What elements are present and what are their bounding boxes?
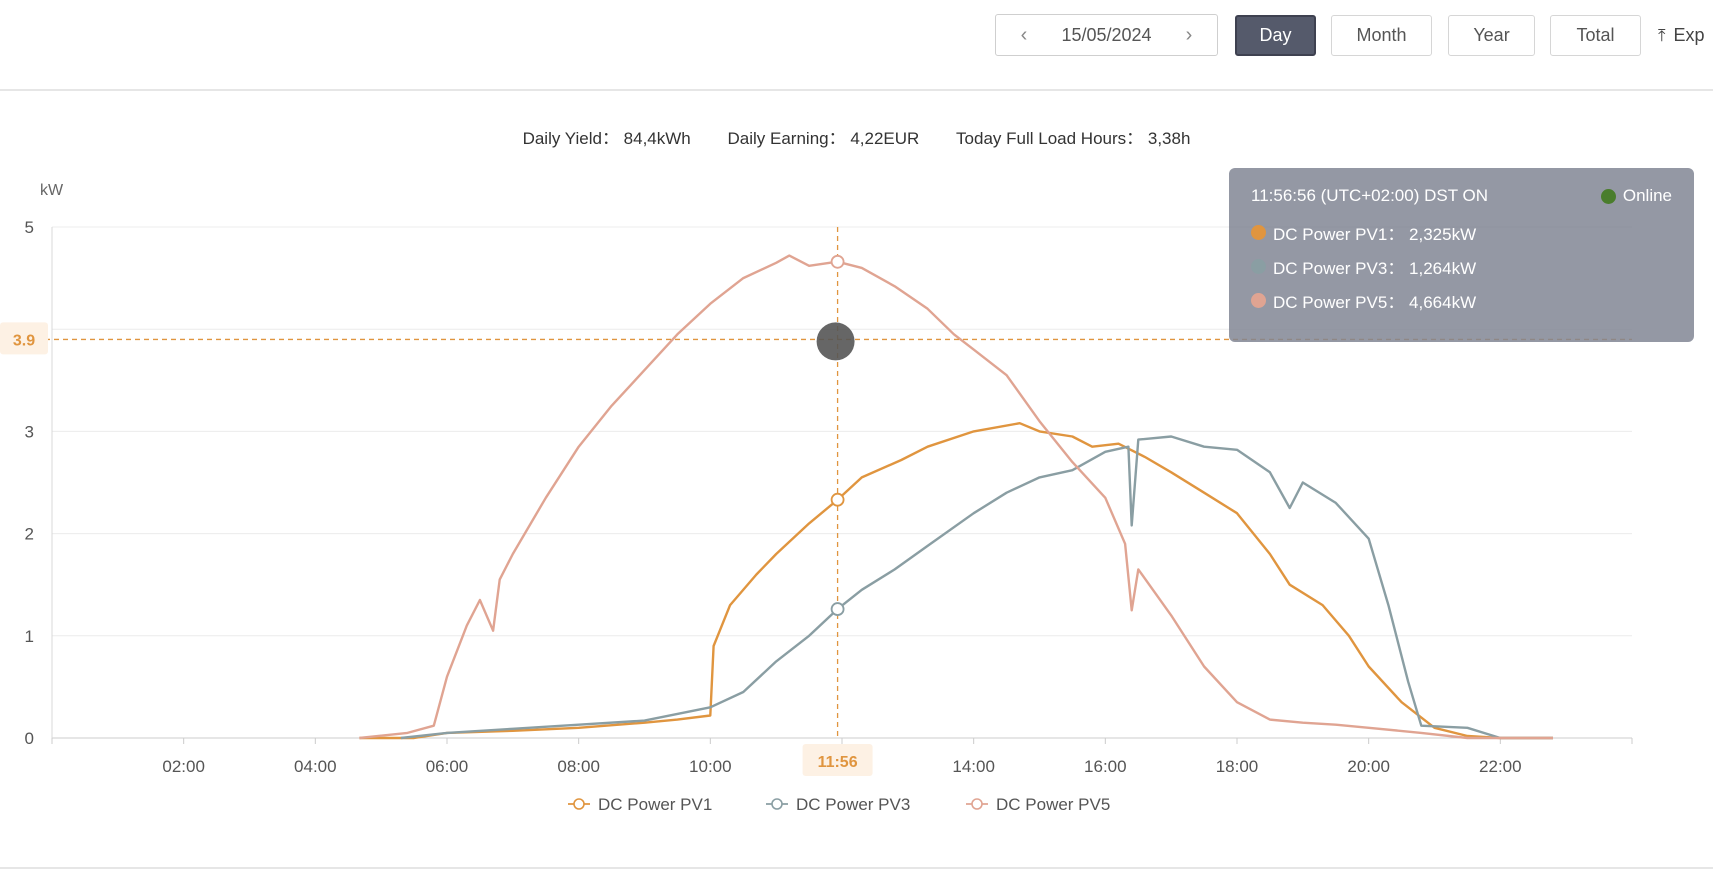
pv5-dot-icon <box>1251 293 1266 308</box>
x-tick-label: 18:00 <box>1216 757 1259 776</box>
series-line-pv5 <box>359 254 1553 740</box>
legend-marker-pv5 <box>971 798 983 810</box>
chart-tooltip: 11:56:56 (UTC+02:00) DST ON Online DC Po… <box>1229 168 1694 342</box>
total-button[interactable]: Total <box>1550 15 1641 56</box>
daily-yield: Daily Yield： 84,4kWh <box>522 129 691 148</box>
crosshair-x-label: 11:56 <box>818 754 858 771</box>
y-tick-label: 5 <box>25 218 34 237</box>
daily-earning: Daily Earning： 4,22EUR <box>727 129 920 148</box>
tooltip-pv3-text: DC Power PV3： 1,264kW <box>1273 259 1477 278</box>
tooltip-row-pv1: DC Power PV1： 2,325kW <box>1251 220 1476 245</box>
x-tick-label: 16:00 <box>1084 757 1127 776</box>
x-tick-label: 22:00 <box>1479 757 1522 776</box>
x-tick-label: 08:00 <box>557 757 600 776</box>
pv3-dot-icon <box>1251 259 1266 274</box>
crosshair-y-label-bg <box>0 322 48 355</box>
date-value[interactable]: 15/05/2024 <box>1061 24 1152 45</box>
toolbar: ‹ 15/05/2024 › Day Month Year Total ⤒ Ex… <box>0 0 1713 91</box>
hover-marker-pv1 <box>830 492 845 507</box>
pv1-dot-icon <box>1251 225 1266 240</box>
export-button[interactable]: ⤒ Exp <box>1658 15 1705 56</box>
series-line-pv3 <box>400 435 1553 740</box>
date-picker[interactable]: ‹ 15/05/2024 › <box>995 14 1218 56</box>
export-label: Exp <box>1673 25 1705 45</box>
x-tick-label: 04:00 <box>294 757 337 776</box>
bottom-divider <box>0 867 1713 869</box>
legend-label-pv1: DC Power PV1 <box>598 795 712 814</box>
crosshair-y-label: 3.9 <box>13 332 35 349</box>
series-line-pv1 <box>359 422 1553 740</box>
x-tick-label: 06:00 <box>426 757 469 776</box>
x-tick-label: 10:00 <box>689 757 732 776</box>
x-tick-label: 14:00 <box>952 757 995 776</box>
day-button[interactable]: Day <box>1235 15 1316 56</box>
chevron-left-icon[interactable]: ‹ <box>1020 23 1028 46</box>
status-text: Online <box>1622 186 1672 205</box>
tooltip-pv1-text: DC Power PV1： 2,325kW <box>1273 225 1477 244</box>
legend-label-pv5: DC Power PV5 <box>996 795 1110 814</box>
hover-marker-pv5 <box>830 254 845 269</box>
tooltip-row-pv3: DC Power PV3： 1,264kW <box>1251 254 1476 279</box>
summary-bar: Daily Yield： 84,4kWh Daily Earning： 4,22… <box>0 124 1713 149</box>
cursor-dot-icon <box>816 322 855 361</box>
chevron-right-icon[interactable]: › <box>1185 23 1193 46</box>
y-tick-label: 1 <box>25 627 34 646</box>
status-dot-icon <box>1600 188 1616 204</box>
tooltip-pv5-text: DC Power PV5： 4,664kW <box>1273 293 1477 312</box>
y-axis-unit-label: kW <box>40 182 64 199</box>
tooltip-row-pv5: DC Power PV5： 4,664kW <box>1251 288 1476 313</box>
year-button[interactable]: Year <box>1448 15 1535 56</box>
online-status: Online <box>1600 186 1672 206</box>
y-tick-label: 3 <box>25 422 34 441</box>
month-button[interactable]: Month <box>1331 15 1432 56</box>
x-tick-label: 02:00 <box>162 757 205 776</box>
crosshair-x-label-bg <box>802 744 873 776</box>
legend-marker-pv3 <box>771 798 783 810</box>
upload-icon: ⤒ <box>1658 25 1666 45</box>
tooltip-time-text: 11:56:56 (UTC+02:00) DST ON <box>1251 186 1489 205</box>
legend-label-pv3: DC Power PV3 <box>796 795 910 814</box>
y-tick-label: 2 <box>25 525 34 544</box>
y-tick-label: 0 <box>25 729 34 748</box>
x-tick-label: 20:00 <box>1347 757 1390 776</box>
tooltip-time: 11:56:56 (UTC+02:00) DST ON <box>1251 186 1488 206</box>
full-load-hours: Today Full Load Hours： 3,38h <box>956 129 1191 148</box>
hover-marker-pv3 <box>830 602 845 616</box>
legend-marker-pv1 <box>573 798 585 810</box>
